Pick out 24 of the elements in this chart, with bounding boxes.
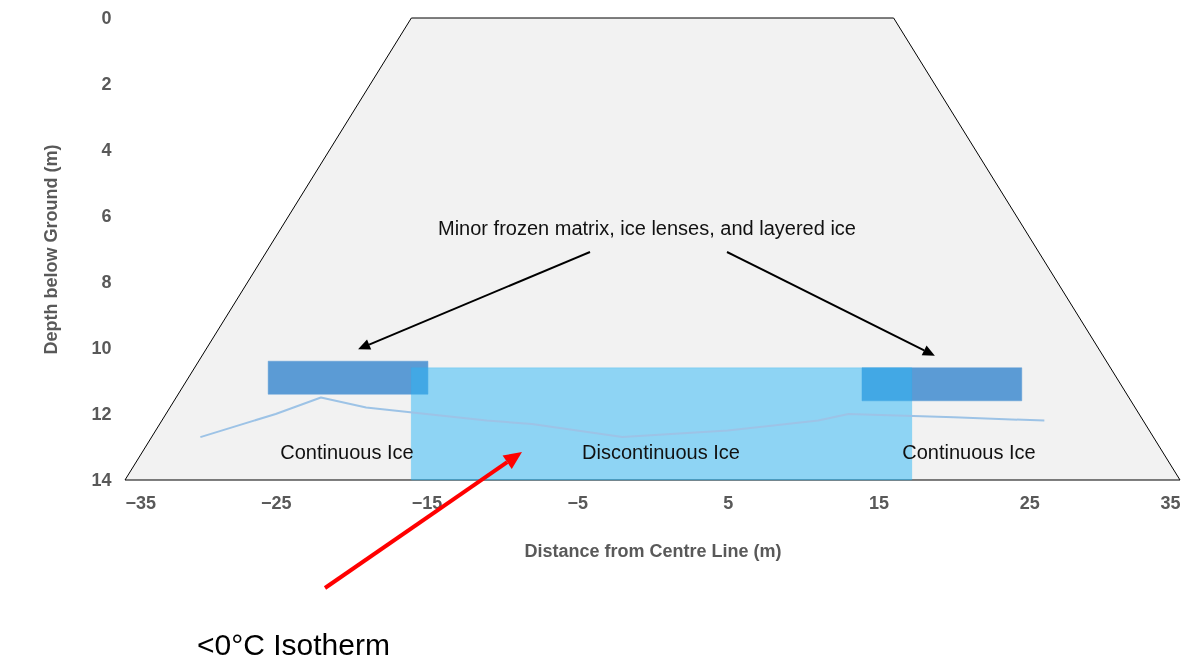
- x-tick-label: 25: [1019, 492, 1040, 513]
- x-axis-title: Distance from Centre Line (m): [524, 540, 782, 561]
- y-tick-label: 10: [91, 337, 112, 358]
- y-axis-title: Depth below Ground (m): [41, 144, 62, 355]
- line-series: [199, 396, 1046, 439]
- y-tick-label: 0: [101, 7, 112, 28]
- y-tick-label: 14: [91, 469, 112, 490]
- x-tick-label: 35: [1160, 492, 1181, 513]
- x-tick-label: −25: [260, 492, 292, 513]
- text: <0°C Isotherm: [197, 628, 390, 662]
- x-tick-label: −5: [567, 492, 588, 513]
- x-tick-label: −35: [125, 492, 157, 513]
- y-tick-label: 12: [91, 403, 112, 424]
- x-tick-label: 5: [723, 492, 734, 513]
- x-tick-label: 15: [869, 492, 890, 513]
- annotation: Continuous Ice: [902, 440, 1036, 464]
- annotation: Discontinuous Ice: [582, 440, 740, 464]
- y-tick-label: 6: [101, 205, 112, 226]
- x-tick-label: −15: [411, 492, 443, 513]
- y-tick-label: 8: [101, 271, 112, 292]
- y-tick-label: 2: [101, 73, 112, 94]
- y-tick-label: 4: [101, 139, 112, 160]
- annotation: Minor frozen matrix, ice lenses, and layered ice: [438, 216, 856, 240]
- annotation: Continuous Ice: [280, 440, 414, 464]
